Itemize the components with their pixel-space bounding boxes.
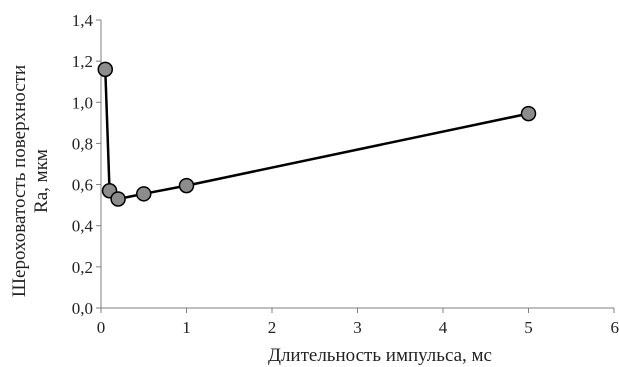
y-tick-label: 0,8 — [72, 134, 93, 153]
data-point — [97, 61, 114, 78]
x-tick-label: 3 — [353, 318, 362, 337]
y-tick-label: 0,2 — [72, 258, 93, 277]
y-axis-title: Шероховатость поверхности Ra, мкм — [9, 65, 52, 297]
x-tick-label: 1 — [182, 318, 191, 337]
data-point — [136, 186, 152, 202]
y-tick-label: 0,6 — [72, 176, 93, 195]
x-axis-ticks: 0 1 2 3 4 5 6 — [97, 308, 619, 337]
data-point — [110, 191, 126, 207]
x-tick-label: 5 — [524, 318, 533, 337]
y-tick-label: 0,0 — [72, 299, 93, 318]
x-tick-label: 6 — [611, 318, 619, 337]
y-axis-title-line-2: Ra, мкм — [31, 149, 52, 213]
y-tick-label: 1,2 — [72, 52, 93, 71]
series-layer — [97, 61, 537, 207]
series-line — [104, 69, 529, 201]
data-point — [178, 177, 195, 194]
y-tick-label: 1,4 — [72, 11, 94, 30]
y-tick-label: 1,0 — [72, 93, 93, 112]
x-axis-title: Длительность импульса, мс — [268, 345, 492, 366]
y-tick-label: 0,4 — [72, 217, 94, 236]
y-axis-title-line-1: Шероховатость поверхности — [9, 65, 30, 297]
x-tick-label: 0 — [97, 318, 106, 337]
x-tick-label: 4 — [439, 318, 448, 337]
data-point — [520, 105, 537, 122]
x-tick-label: 2 — [268, 318, 277, 337]
y-axis-ticks: 0,0 0,2 0,4 0,6 0,8 1,0 1,2 1,4 — [72, 11, 101, 318]
